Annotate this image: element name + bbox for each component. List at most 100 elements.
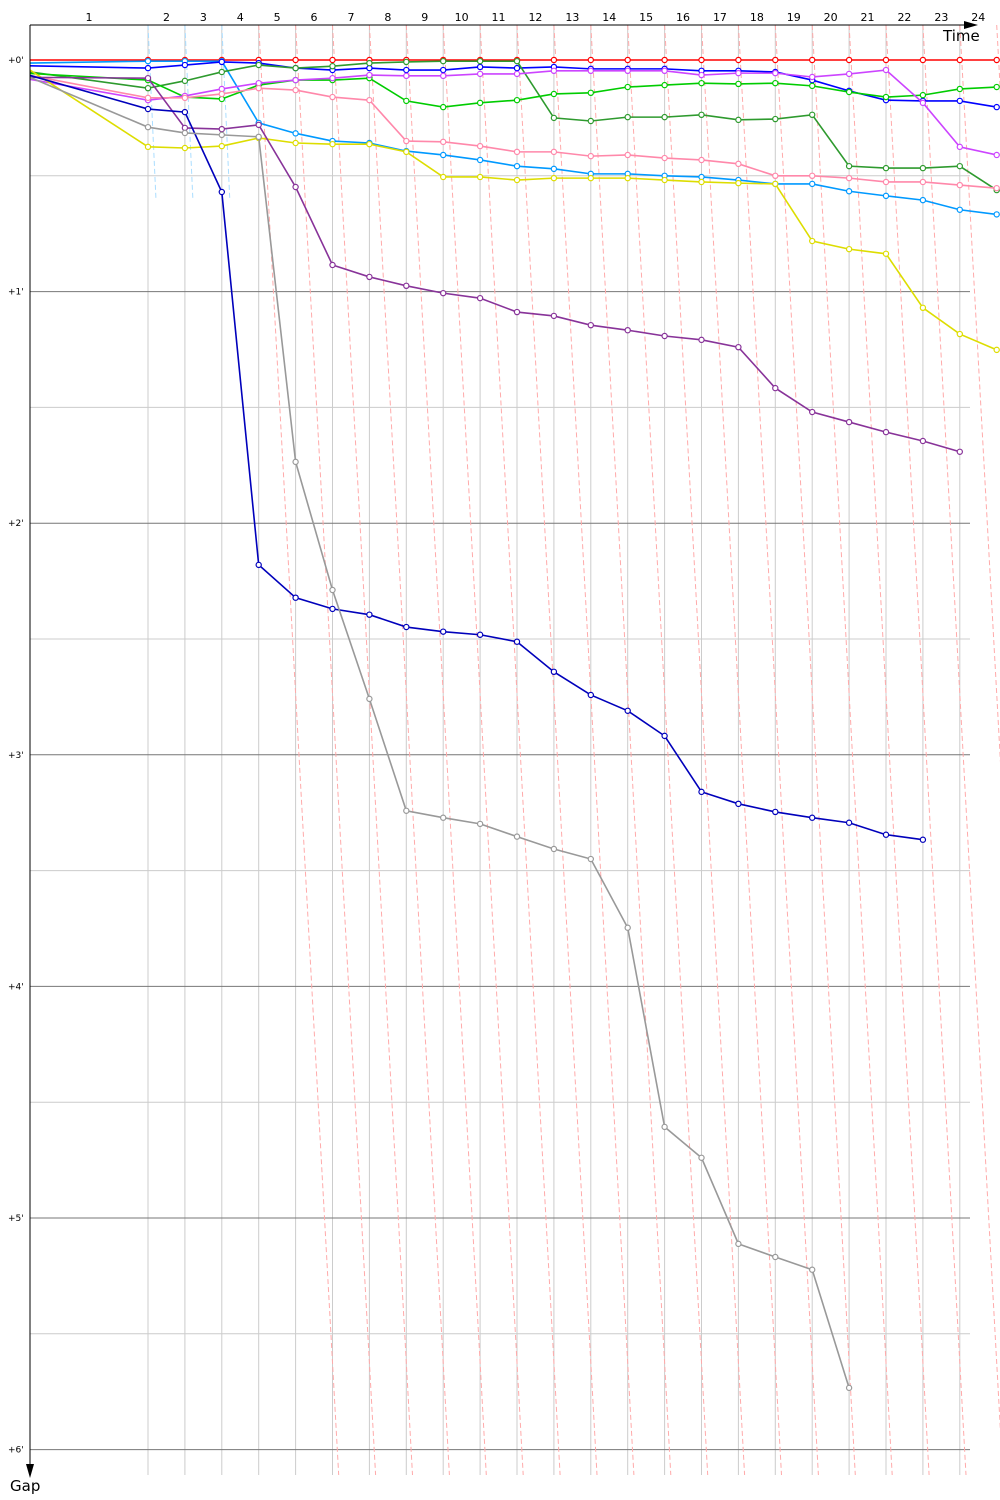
lap-dashed-line — [959, 24, 1000, 763]
data-point — [292, 56, 299, 64]
data-point — [403, 97, 410, 105]
data-point — [403, 807, 410, 814]
data-point — [587, 691, 595, 699]
data-point — [956, 85, 964, 93]
data-point — [919, 196, 927, 204]
data-point — [735, 1240, 742, 1248]
data-point — [587, 321, 595, 329]
data-point — [255, 61, 262, 69]
data-point — [587, 117, 595, 125]
data-point — [735, 56, 742, 64]
data-point — [956, 97, 964, 105]
data-point — [144, 143, 152, 151]
data-point — [809, 1266, 816, 1273]
data-point — [735, 179, 742, 187]
data-point — [292, 183, 299, 191]
x-tick-label: 15 — [639, 11, 653, 24]
data-point — [403, 58, 410, 66]
data-point — [809, 408, 816, 416]
x-tick-label: 7 — [347, 11, 354, 24]
lap-dashed-line — [516, 24, 598, 1476]
data-point — [255, 121, 262, 129]
data-point — [181, 144, 189, 152]
data-point — [292, 139, 299, 147]
data-point — [403, 72, 410, 80]
data-point — [292, 64, 299, 72]
data-point — [440, 66, 447, 74]
data-point — [809, 180, 816, 188]
series-6 — [29, 74, 1000, 192]
data-point — [403, 623, 410, 631]
data-point — [845, 70, 853, 78]
data-point — [144, 74, 152, 82]
data-point — [956, 56, 964, 64]
data-point — [513, 96, 521, 104]
x-tick-label: 24 — [971, 11, 985, 24]
data-point — [735, 80, 742, 88]
data-point — [292, 130, 299, 137]
data-point — [772, 808, 779, 816]
data-point — [587, 174, 595, 182]
data-point — [403, 137, 410, 145]
data-point — [550, 845, 558, 853]
x-tick-label: 2 — [163, 11, 170, 24]
data-point — [882, 250, 890, 257]
series-line — [29, 76, 850, 1389]
data-point — [624, 83, 631, 91]
data-point — [550, 148, 558, 156]
data-point — [218, 68, 225, 76]
series-line — [29, 74, 924, 841]
data-point — [845, 1384, 853, 1392]
data-point — [698, 79, 705, 87]
x-tick-label: 19 — [787, 11, 801, 24]
data-point — [956, 181, 964, 189]
data-point — [550, 67, 558, 75]
data-point — [845, 88, 853, 96]
data-point — [329, 93, 336, 101]
data-point — [845, 56, 853, 64]
data-point — [476, 70, 484, 78]
data-point — [476, 57, 484, 65]
data-point — [772, 1253, 779, 1261]
data-point — [624, 707, 631, 714]
data-point — [993, 151, 1000, 159]
data-point — [440, 151, 447, 159]
y-tick-labels: +0' +1' +2' +3' +4' +5' +6' — [8, 56, 24, 1456]
data-point — [550, 174, 558, 182]
data-point — [366, 96, 373, 104]
data-point — [366, 695, 373, 703]
data-point — [550, 90, 558, 98]
data-point — [698, 156, 705, 164]
data-point — [919, 99, 927, 107]
data-point — [698, 56, 705, 64]
data-point — [440, 72, 447, 80]
series-lines — [29, 56, 1000, 1392]
series-line — [29, 60, 998, 191]
data-point — [440, 628, 447, 635]
x-tick-label: 3 — [200, 11, 207, 24]
lap-dashed-line — [922, 24, 1000, 1432]
data-point — [882, 192, 890, 200]
data-point — [624, 113, 631, 121]
data-point — [698, 178, 705, 186]
data-point — [735, 69, 742, 77]
data-point — [735, 116, 742, 124]
lap-dashed-line — [405, 24, 487, 1476]
x-tick-label: 18 — [750, 11, 764, 24]
data-point — [772, 56, 779, 64]
data-point — [772, 79, 779, 87]
x-tick-label: 13 — [565, 11, 579, 24]
data-point — [550, 114, 558, 122]
lap-dashed-line — [442, 24, 524, 1476]
data-point — [144, 64, 152, 72]
data-point — [993, 346, 1000, 354]
data-point — [624, 924, 631, 931]
data-point — [218, 131, 225, 139]
data-point — [956, 330, 964, 338]
data-point — [735, 800, 742, 808]
x-tick-label: 9 — [421, 11, 428, 24]
data-point — [218, 125, 225, 133]
data-point — [255, 84, 262, 92]
data-point — [218, 142, 225, 150]
